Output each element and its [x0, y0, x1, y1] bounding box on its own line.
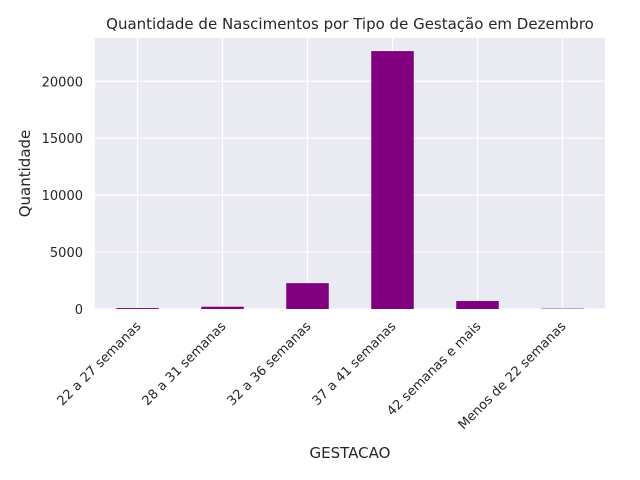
y-tick-label-4: 20000 — [42, 75, 83, 90]
x-tick-label-3: 37 a 41 semanas — [310, 319, 400, 409]
x-tick-label-1: 28 a 31 semanas — [140, 319, 230, 409]
y-tick-label-0: 0 — [75, 303, 83, 318]
y-tick-label-1: 5000 — [50, 246, 83, 261]
bar-4 — [456, 301, 499, 309]
plot-area — [95, 38, 605, 309]
grid-lines — [95, 38, 605, 310]
x-tick-label-4: 42 semanas e mais — [384, 319, 484, 419]
x-tick-label-0: 22 a 27 semanas — [55, 319, 145, 409]
bars — [116, 51, 584, 309]
bar-2 — [286, 283, 329, 309]
y-tick-label-3: 15000 — [42, 132, 83, 147]
chart-title: Quantidade de Nascimentos por Tipo de Ge… — [106, 15, 594, 33]
bar-0 — [116, 308, 159, 309]
y-tick-label-2: 10000 — [42, 189, 83, 204]
y-tick-labels: 0 5000 10000 15000 20000 — [42, 75, 83, 318]
y-axis-label: Quantidade — [16, 130, 34, 218]
bar-3 — [371, 51, 414, 309]
x-tick-label-2: 32 a 36 semanas — [225, 319, 315, 409]
bar-1 — [201, 306, 244, 309]
x-axis-label: GESTACAO — [310, 444, 391, 462]
